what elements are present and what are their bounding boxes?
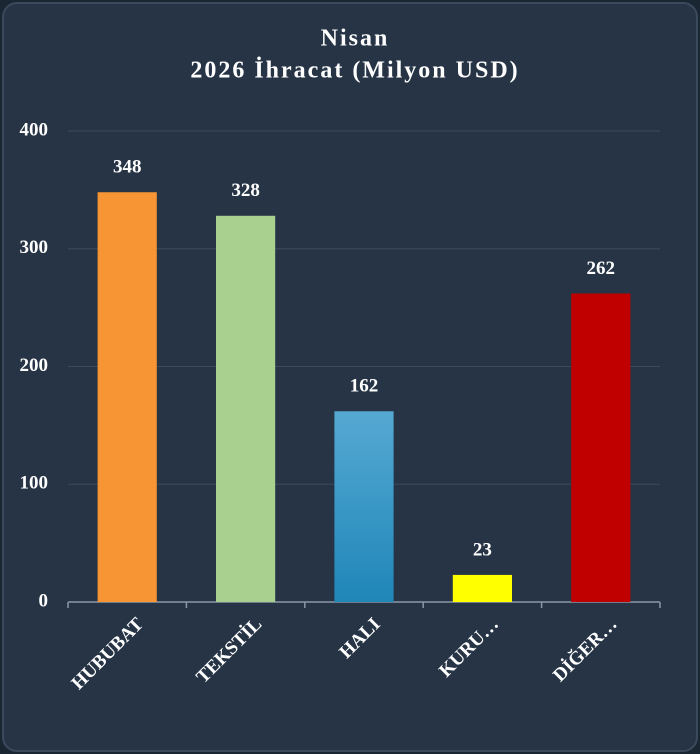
y-tick-label: 300: [20, 237, 49, 258]
bar: [97, 192, 157, 603]
bar: [452, 574, 512, 602]
y-tick-label: 0: [39, 590, 49, 611]
data-label: 262: [587, 258, 616, 279]
bar: [571, 293, 631, 602]
data-label: 328: [231, 180, 260, 201]
bar: [216, 215, 276, 602]
y-tick-label: 400: [20, 119, 49, 140]
data-label: 23: [473, 539, 492, 560]
y-tick-label: 100: [20, 473, 49, 494]
data-label: 162: [350, 376, 379, 397]
y-tick-label: 200: [20, 355, 49, 376]
chart-title: 2026 İhracat (Milyon USD): [190, 58, 519, 84]
chart-title: Nisan: [321, 26, 390, 52]
bar: [334, 411, 394, 602]
data-label: 348: [113, 157, 142, 178]
